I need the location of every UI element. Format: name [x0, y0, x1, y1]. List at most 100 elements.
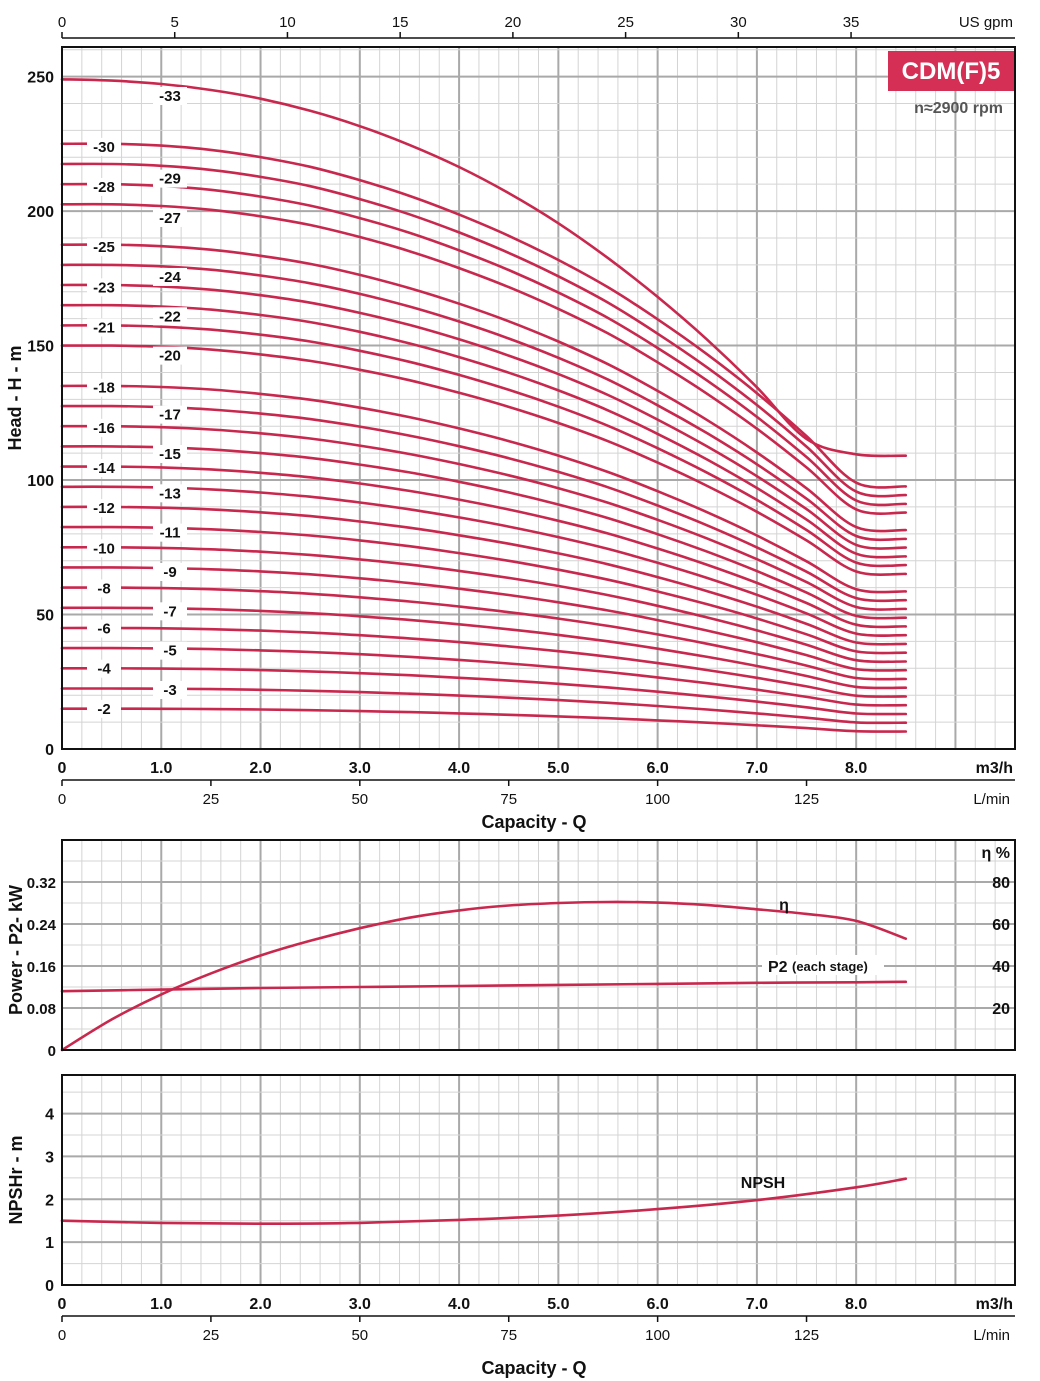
- lmin-tick-label: 100: [645, 1327, 670, 1344]
- x-tick-label: 7.0: [746, 760, 768, 777]
- gpm-tick-label: 35: [843, 14, 860, 31]
- power-series-label-bg: [762, 955, 884, 975]
- head-curve: [60, 525, 908, 655]
- power-series-suffix: (each stage): [792, 959, 868, 974]
- npsh-curve: [60, 1177, 908, 1226]
- curve-label-bg: [87, 238, 121, 257]
- power-series-label: P2: [768, 959, 788, 976]
- curve-label-bg: [87, 579, 121, 598]
- head-curve: [60, 586, 908, 681]
- head-curve: [60, 424, 908, 611]
- x-tick-label: 1.0: [150, 760, 172, 777]
- gpm-tick-label: 0: [58, 14, 66, 31]
- curve-label: -33: [159, 88, 181, 105]
- curve-label: -13: [159, 485, 181, 502]
- npsh-tick-label: 4: [45, 1107, 54, 1124]
- curve-label-bg: [153, 87, 187, 106]
- x-axis-title: Capacity - Q: [481, 812, 586, 832]
- npsh-tick-label: 3: [45, 1149, 54, 1166]
- head-curve: [60, 707, 908, 733]
- curve-label: -11: [160, 525, 181, 542]
- curve-label-bg: [153, 346, 187, 365]
- curve-label-bg: [87, 699, 121, 718]
- model-badge: [888, 51, 1014, 91]
- y-tick-label: 100: [27, 473, 54, 490]
- curve-label: -16: [93, 420, 115, 437]
- curve-label: -2: [97, 701, 110, 718]
- head-curve: [60, 243, 908, 533]
- npsh-series-label: NPSH: [741, 1175, 785, 1192]
- x-tick-label: 2.0: [249, 760, 271, 777]
- lmin-tick-label: 125: [794, 791, 819, 808]
- curve-label: -30: [93, 139, 115, 156]
- curve-label-bg: [153, 169, 187, 188]
- lmin-tick-label: 100: [645, 791, 670, 808]
- curve-label: -3: [163, 682, 176, 699]
- lmin-tick-label: 75: [500, 1327, 517, 1344]
- gpm-tick-label: 20: [505, 14, 522, 31]
- curve-label-bg: [87, 177, 121, 196]
- curve-label: -27: [159, 210, 181, 227]
- head-curve: [60, 324, 908, 568]
- efficiency-tick-label: 60: [992, 917, 1010, 934]
- curve-label: -9: [163, 564, 176, 581]
- power-tick-label: 0: [48, 1043, 56, 1060]
- curve-label: -23: [93, 279, 115, 296]
- x-tick-label: 0: [58, 1296, 67, 1313]
- lmin-units: L/min: [973, 1327, 1010, 1344]
- efficiency-curve: [60, 900, 908, 1052]
- x-tick-label: 5.0: [547, 760, 569, 777]
- head-curve: [60, 606, 908, 690]
- x-tick-label: 5.0: [547, 1296, 569, 1313]
- x-tick-label: 4.0: [448, 760, 470, 777]
- head-curve: [60, 545, 908, 664]
- power-tick-label: 0.08: [27, 1001, 56, 1018]
- gpm-tick-label: 10: [279, 14, 296, 31]
- head-curve: [60, 566, 908, 672]
- y-tick-label: 0: [45, 742, 54, 759]
- curve-label: -6: [97, 621, 110, 638]
- head-axis-title: Head - H - m: [5, 345, 25, 450]
- efficiency-tick-label: 20: [992, 1001, 1010, 1018]
- lmin-tick-label: 50: [351, 1327, 368, 1344]
- head-curve: [60, 445, 908, 620]
- curve-label-bg: [153, 405, 187, 424]
- y-tick-label: 200: [27, 204, 54, 221]
- head-curve: [60, 283, 908, 550]
- x-tick-label: 1.0: [150, 1296, 172, 1313]
- curve-label-bg: [87, 458, 121, 477]
- head-curve: [60, 344, 908, 576]
- y-tick-label: 250: [27, 70, 54, 87]
- power-tick-label: 0.16: [27, 959, 56, 976]
- curve-label-bg: [87, 499, 121, 518]
- gpm-tick-label: 5: [171, 14, 179, 31]
- x-tick-label: 3.0: [349, 1296, 371, 1313]
- curve-label-bg: [87, 619, 121, 638]
- speed-label: n≈2900 rpm: [914, 100, 1003, 117]
- head-curve: [60, 384, 908, 594]
- x-tick-label: 0: [58, 760, 67, 777]
- head-curve: [60, 303, 908, 559]
- x-units: m3/h: [976, 760, 1013, 777]
- head-curve: [60, 687, 908, 725]
- curve-label: -15: [159, 446, 181, 463]
- efficiency-series-label: η: [779, 897, 789, 914]
- frames-layer: [61, 32, 1016, 1322]
- curve-label-bg: [87, 659, 121, 678]
- x-tick-label: 4.0: [448, 1296, 470, 1313]
- npsh-frame: [61, 1074, 1016, 1286]
- curve-label: -18: [93, 380, 115, 397]
- curve-label: -12: [93, 500, 115, 517]
- power-curve: [60, 980, 908, 993]
- head-curve: [60, 666, 908, 716]
- npsh-tick-label: 1: [45, 1235, 54, 1252]
- gpm-units: US gpm: [959, 14, 1013, 31]
- npsh-tick-label: 2: [45, 1192, 54, 1209]
- curve-label: -24: [159, 269, 181, 286]
- lmin-tick-label: 75: [500, 791, 517, 808]
- curve-label: -20: [159, 348, 181, 365]
- curve-label-bg: [87, 137, 121, 156]
- gpm-tick-label: 15: [392, 14, 409, 31]
